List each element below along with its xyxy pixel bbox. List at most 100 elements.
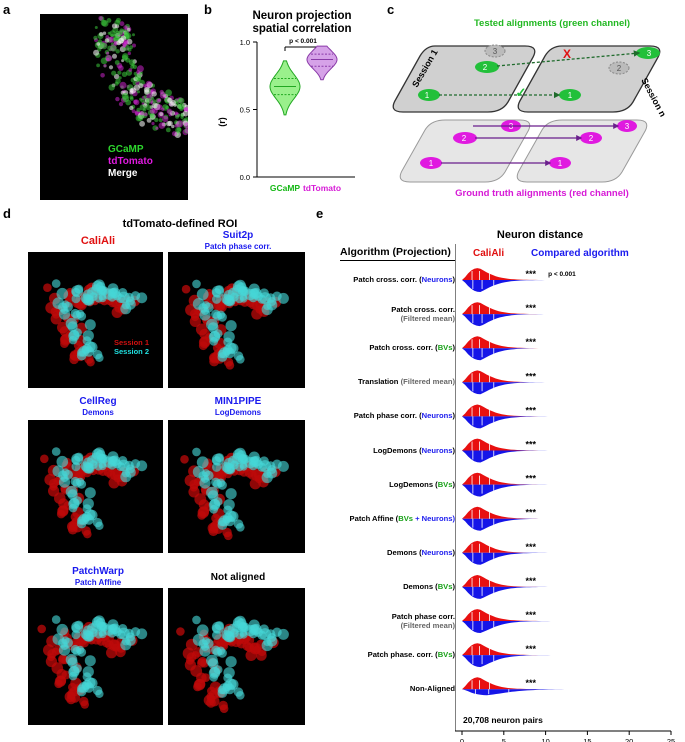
caliali-half-violin bbox=[462, 609, 646, 621]
x-tick-tdtomato: tdTomato bbox=[303, 183, 341, 193]
cell-dot bbox=[122, 95, 130, 102]
session-1-roi bbox=[180, 455, 189, 464]
cell-dot bbox=[167, 97, 173, 103]
x-tick-label: 0 bbox=[460, 737, 464, 742]
y-tick-label: 0.5 bbox=[240, 106, 250, 115]
algorithm-suffix: ) bbox=[452, 275, 455, 284]
compared-half-violin bbox=[462, 450, 646, 463]
tile-title-min1pipe: MIN1PIPE bbox=[214, 396, 262, 407]
cell-dot bbox=[106, 51, 110, 55]
split-violin-row: *** bbox=[462, 438, 646, 463]
session-2-roi bbox=[277, 628, 289, 640]
session-2-roi bbox=[56, 287, 69, 300]
session-2-roi bbox=[192, 447, 201, 457]
session-2-roi bbox=[82, 630, 94, 642]
cell-dot bbox=[184, 122, 188, 129]
caliali-half-violin bbox=[462, 268, 646, 280]
session-2-roi bbox=[234, 615, 246, 627]
cell-dot bbox=[111, 70, 117, 76]
cell-dot bbox=[133, 99, 138, 105]
algorithm-row-label: Patch Affine (BVs + Neurons) bbox=[330, 514, 455, 523]
session-2-roi bbox=[69, 497, 80, 509]
cell-dot bbox=[109, 30, 116, 37]
session-2-roi bbox=[209, 666, 221, 678]
cell-number: 1 bbox=[429, 159, 434, 168]
session-2-roi bbox=[211, 285, 224, 298]
spatial-correlation-violin-chart: 0.0 0.5 1.0 (r) p < 0.001 GCaMP tdTomato bbox=[217, 38, 355, 193]
cell-dot bbox=[132, 33, 135, 37]
session-2-roi bbox=[234, 447, 246, 459]
cell-dot bbox=[139, 120, 145, 127]
split-violin-row: *** bbox=[462, 540, 646, 565]
cell-dot bbox=[175, 127, 182, 134]
cell-dot bbox=[143, 112, 148, 117]
roi-tile-min1pipe bbox=[168, 420, 305, 553]
cell-dot bbox=[119, 81, 127, 89]
algorithm-name: Patch cross. corr. ( bbox=[369, 343, 438, 353]
cell-number: 1 bbox=[558, 159, 563, 168]
session-2-roi bbox=[234, 279, 246, 291]
session-2-roi bbox=[233, 519, 244, 529]
roi-tile-patchwarp bbox=[28, 588, 163, 725]
compared-half-violin bbox=[462, 586, 646, 599]
cell-number: 2 bbox=[462, 134, 467, 143]
caliali-half-violin bbox=[462, 438, 646, 451]
roi-tile-caliali: Session 1 Session 2 bbox=[28, 252, 163, 388]
projection-type: BVs bbox=[437, 343, 453, 353]
session-1-roi bbox=[198, 506, 210, 517]
session-1-roi bbox=[190, 309, 200, 319]
cell-dot bbox=[121, 53, 129, 60]
session-2-roi bbox=[56, 623, 69, 636]
session-2-roi bbox=[222, 294, 235, 306]
panel-b-title-2: spatial correlation bbox=[252, 23, 352, 35]
session-2-roi bbox=[222, 345, 233, 355]
session-2-roi bbox=[222, 513, 233, 523]
panel-c-label: c bbox=[387, 2, 395, 17]
session-1-roi bbox=[102, 638, 112, 648]
algorithm-suffix: ) bbox=[452, 411, 455, 421]
algorithm-suffix: ) bbox=[452, 479, 455, 489]
session-2-roi bbox=[93, 447, 105, 459]
session-1-roi bbox=[37, 624, 46, 634]
y-axis-label: (r) bbox=[217, 117, 227, 127]
session-2-roi bbox=[72, 310, 82, 320]
cell-dot bbox=[114, 60, 120, 65]
cell-number: 3 bbox=[647, 49, 652, 58]
cell-dot bbox=[171, 124, 175, 129]
session-2-roi bbox=[82, 679, 92, 690]
cell-dot bbox=[106, 18, 112, 23]
cell-dot bbox=[165, 89, 172, 97]
algorithm-row-label: Patch cross. corr. (Filtered mean) bbox=[330, 305, 455, 323]
cell-dot bbox=[143, 87, 150, 93]
algorithm-name: Demons ( bbox=[387, 547, 422, 557]
split-violin-row: *** bbox=[462, 677, 649, 696]
algorithm-row-label: LogDemons (BVs) bbox=[330, 480, 455, 489]
cell-dot bbox=[121, 71, 128, 77]
cell-dot bbox=[115, 78, 121, 84]
significance-stars: *** bbox=[526, 269, 537, 279]
microscopy-cells bbox=[40, 14, 188, 200]
tested-alignments-title: Tested alignments (green channel) bbox=[474, 18, 630, 29]
cell-dot bbox=[118, 65, 124, 71]
session-1-roi bbox=[58, 505, 69, 516]
cell-dot bbox=[132, 81, 137, 86]
session-1-roi bbox=[249, 642, 262, 655]
session-2-roi bbox=[198, 303, 208, 313]
split-violin-row: *** bbox=[462, 643, 646, 668]
cell-dot bbox=[123, 25, 128, 30]
projection-type: BVs bbox=[437, 581, 453, 591]
cell-dot bbox=[112, 37, 116, 41]
session-2-roi bbox=[211, 621, 224, 634]
cell-dot bbox=[184, 127, 188, 134]
session-n-label: Session n bbox=[639, 76, 668, 118]
cell-dot bbox=[103, 64, 107, 68]
cell-dot bbox=[165, 105, 169, 110]
session-1-roi bbox=[69, 686, 80, 697]
session-1-roi bbox=[79, 696, 89, 707]
algorithm-name: Non-Aligned bbox=[409, 684, 455, 694]
session-2-roi bbox=[136, 292, 148, 304]
legend-gcamp: GCaMP bbox=[108, 144, 144, 155]
session-1-roi bbox=[103, 467, 113, 477]
cell-dot bbox=[118, 37, 124, 44]
cell-dot bbox=[146, 118, 152, 123]
